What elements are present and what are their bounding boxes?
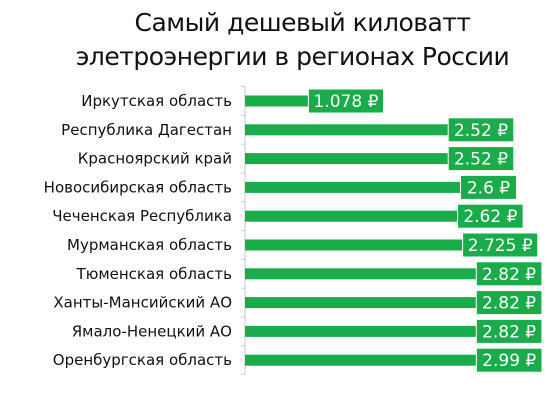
value-label: 2.82 ₽ [482, 322, 536, 342]
value-label: 2.62 ₽ [463, 207, 517, 227]
bar [245, 354, 526, 366]
value-label: 2.6 ₽ [467, 178, 510, 198]
category-label: Новосибирская область [44, 178, 232, 196]
value-label-box [457, 203, 524, 229]
category-label: Мурманская область [67, 236, 232, 254]
category-label: Оренбургская область [53, 351, 232, 369]
value-label-box [307, 88, 385, 114]
category-label: Тюменская область [76, 265, 232, 283]
bar [245, 297, 510, 309]
category-label: Чеченская Республика [52, 207, 232, 225]
value-label: 1.078 ₽ [314, 92, 379, 112]
category-label: Красноярский край [78, 150, 232, 168]
value-label-box [475, 347, 543, 373]
value-label-box [447, 117, 515, 143]
value-label: 2.82 ₽ [482, 294, 536, 314]
value-label-box [475, 261, 543, 287]
value-label-box [475, 290, 543, 316]
bar [245, 95, 346, 107]
bar [245, 239, 501, 251]
value-label: 2.725 ₽ [468, 236, 533, 256]
bar [245, 181, 489, 193]
value-label: 2.52 ₽ [454, 121, 508, 141]
value-label-box [462, 232, 539, 258]
category-label: Ханты-Мансийский АО [53, 294, 232, 312]
category-label: Республика Дагестан [61, 121, 232, 139]
bar [245, 210, 491, 222]
chart-title-line-2: элетроэнергии в регионах России [75, 42, 510, 71]
value-label-box [459, 174, 517, 200]
value-label: 2.52 ₽ [454, 150, 508, 170]
bar [245, 325, 510, 337]
value-label: 2.82 ₽ [482, 265, 536, 285]
chart-title: Самый дешевый киловатт элетроэнергии в р… [0, 6, 545, 74]
value-label-box [475, 318, 543, 344]
bar [245, 124, 481, 136]
bar [245, 153, 481, 165]
category-label: Ямало-Ненецкий АО [72, 322, 232, 340]
bar [245, 268, 510, 280]
chart-title-line-1: Самый дешевый киловатт [134, 8, 471, 37]
value-label-box [447, 146, 515, 172]
value-label: 2.99 ₽ [482, 351, 536, 371]
category-label: Иркутская область [81, 92, 232, 110]
